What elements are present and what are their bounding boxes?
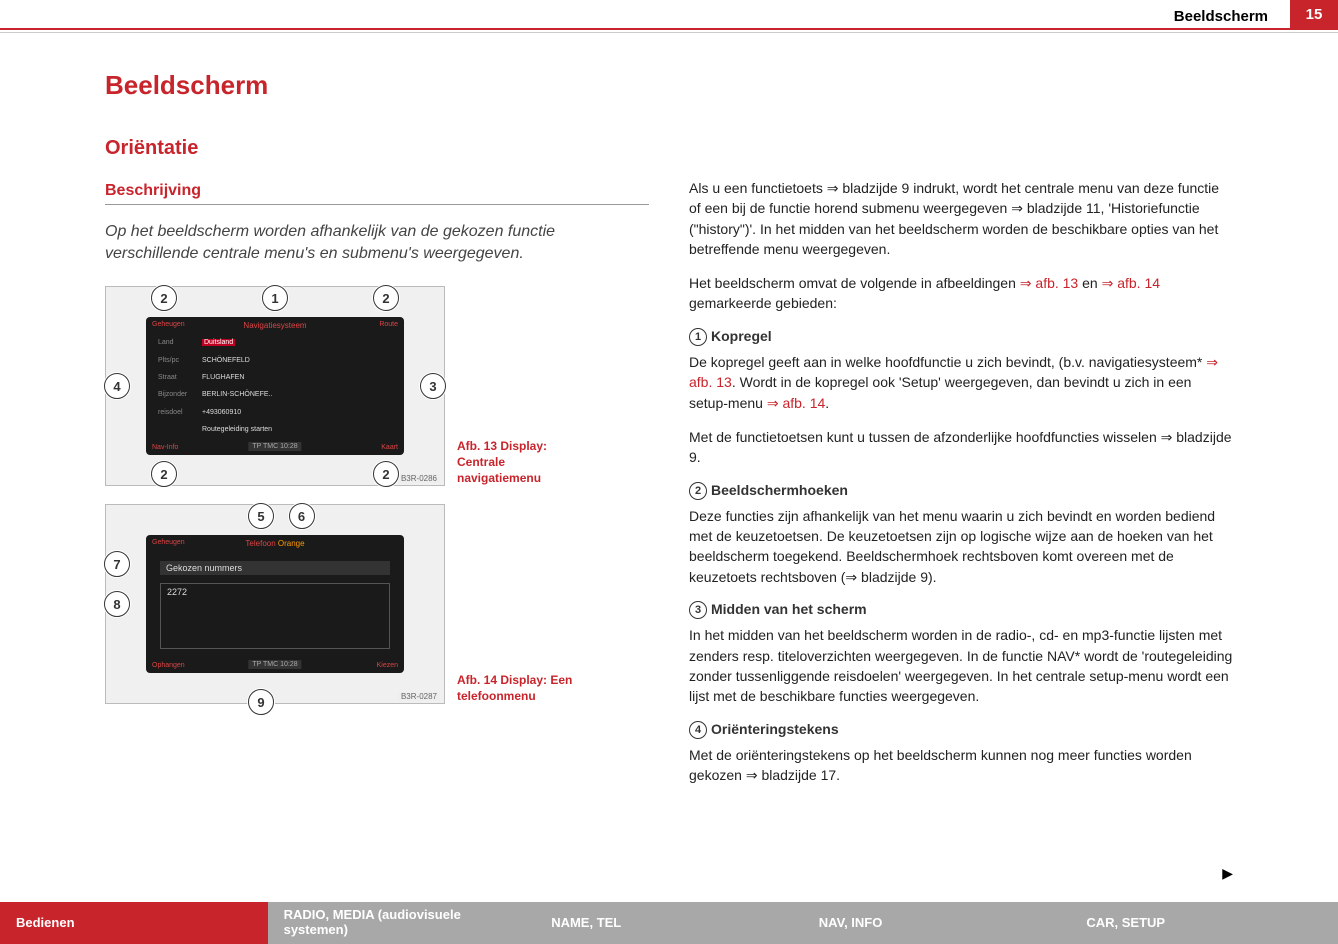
callout-8: 8 [104,591,130,617]
section-3-p: In het midden van het beeldscherm worden… [689,625,1233,706]
para-2: Het beeldscherm omvat de volgende in afb… [689,273,1233,314]
continuation-arrow-icon: ▶ [1222,865,1233,882]
header-rules [0,28,1338,33]
fig13-bottom-bar: TP TMC 10:28 [248,442,301,451]
callout-1: 1 [262,285,288,311]
footer-tab-radio-media[interactable]: RADIO, MEDIA (audiovisuele systemen) [268,902,536,944]
section-4-p: Met de oriënteringstekens op het beeldsc… [689,745,1233,786]
fig14-bottom-bar: TP TMC 10:28 [248,660,301,669]
footer-tab-car-setup[interactable]: CAR, SETUP [1070,902,1338,944]
callout-7: 7 [104,551,130,577]
right-column: Als u een functietoets ⇒ bladzijde 9 ind… [689,70,1233,884]
footer-tab-name-tel[interactable]: NAME, TEL [535,902,803,944]
callout-4: 4 [104,373,130,399]
left-column: Beeldscherm Oriëntatie Beschrijving Op h… [105,70,649,884]
fig14-screen-title: Telefoon Orange [245,539,304,548]
fig13-corner-tr: Route [379,321,398,328]
section-3-label: 3Midden van het scherm [689,601,1233,619]
section-1-p1: De kopregel geeft aan in welke hoofdfunc… [689,352,1233,413]
num-circle-1: 1 [689,328,707,346]
callout-6: 6 [289,503,315,529]
fig14-row-val: 2272 [160,583,390,649]
subsection-title: Beschrijving [105,182,649,200]
fig14-code: B3R-0287 [398,692,440,701]
callout-2: 2 [151,285,177,311]
subsection-rule [105,204,649,205]
num-circle-2: 2 [689,482,707,500]
callout-9: 9 [248,689,274,715]
callout-5: 5 [248,503,274,529]
fig14-screen: Telefoon Orange Geheugen Ophangen Kiezen… [146,535,404,673]
callout-2: 2 [151,461,177,487]
fig13-corner-bl: Nav-Info [152,444,178,451]
footer-tabs: Bedienen RADIO, MEDIA (audiovisuele syst… [0,902,1338,944]
fig13-row: LandDuitsland [158,335,392,350]
fig14-corner-bl: Ophangen [152,662,185,669]
fig14-corner-br: Kiezen [377,662,398,669]
content-area: Beeldscherm Oriëntatie Beschrijving Op h… [105,70,1233,884]
fig13-screen-title: Navigatiesysteem [243,321,306,330]
figure-13-caption: Afb. 13 Display: Centrale navigatiemenu [457,439,587,486]
footer-tab-bedienen[interactable]: Bedienen [0,902,268,944]
fig13-code: B3R-0286 [398,474,440,483]
section-title: Oriëntatie [105,137,649,160]
num-circle-4: 4 [689,721,707,739]
fig13-row: reisdoel+493060910 [158,405,392,420]
figure-13: Navigatiesysteem Geheugen Route Nav-Info… [105,286,649,486]
callout-2: 2 [373,461,399,487]
fig13-corner-br: Kaart [381,444,398,451]
fig14-row-label: Gekozen nummers [160,561,390,575]
footer-tab-nav-info[interactable]: NAV, INFO [803,902,1071,944]
section-1-p2: Met de functietoetsen kunt u tussen de a… [689,427,1233,468]
figure-13-image: Navigatiesysteem Geheugen Route Nav-Info… [105,286,445,486]
callout-3: 3 [420,373,446,399]
section-2-p: Deze functies zijn afhankelijk van het m… [689,506,1233,587]
figure-14-caption: Afb. 14 Display: Een telefoonmenu [457,673,587,704]
para-1: Als u een functietoets ⇒ bladzijde 9 ind… [689,178,1233,259]
section-4-label: 4Oriënteringstekens [689,721,1233,739]
figure-14: Telefoon Orange Geheugen Ophangen Kiezen… [105,504,649,704]
fig13-screen: Navigatiesysteem Geheugen Route Nav-Info… [146,317,404,455]
figure-14-image: Telefoon Orange Geheugen Ophangen Kiezen… [105,504,445,704]
fig13-corner-tl: Geheugen [152,321,185,328]
header-section-title: Beeldscherm [1174,8,1268,25]
fig13-row: Routegeleiding starten [158,422,392,437]
page-number: 15 [1290,0,1338,28]
fig13-rows: LandDuitsland Plts/pcSCHÖNEFELD StraatFL… [158,335,392,437]
fig13-row: StraatFLUGHAFEN [158,370,392,385]
section-1-label: 1Kopregel [689,328,1233,346]
chapter-title: Beeldscherm [105,70,649,101]
callout-2: 2 [373,285,399,311]
section-2-label: 2Beeldschermhoeken [689,482,1233,500]
fig14-corner-tl: Geheugen [152,539,185,546]
intro-text: Op het beeldscherm worden afhankelijk va… [105,221,649,264]
num-circle-3: 3 [689,601,707,619]
fig13-row: BijzonderBERLIN-SCHÖNEFE.. [158,387,392,402]
fig13-row: Plts/pcSCHÖNEFELD [158,353,392,368]
